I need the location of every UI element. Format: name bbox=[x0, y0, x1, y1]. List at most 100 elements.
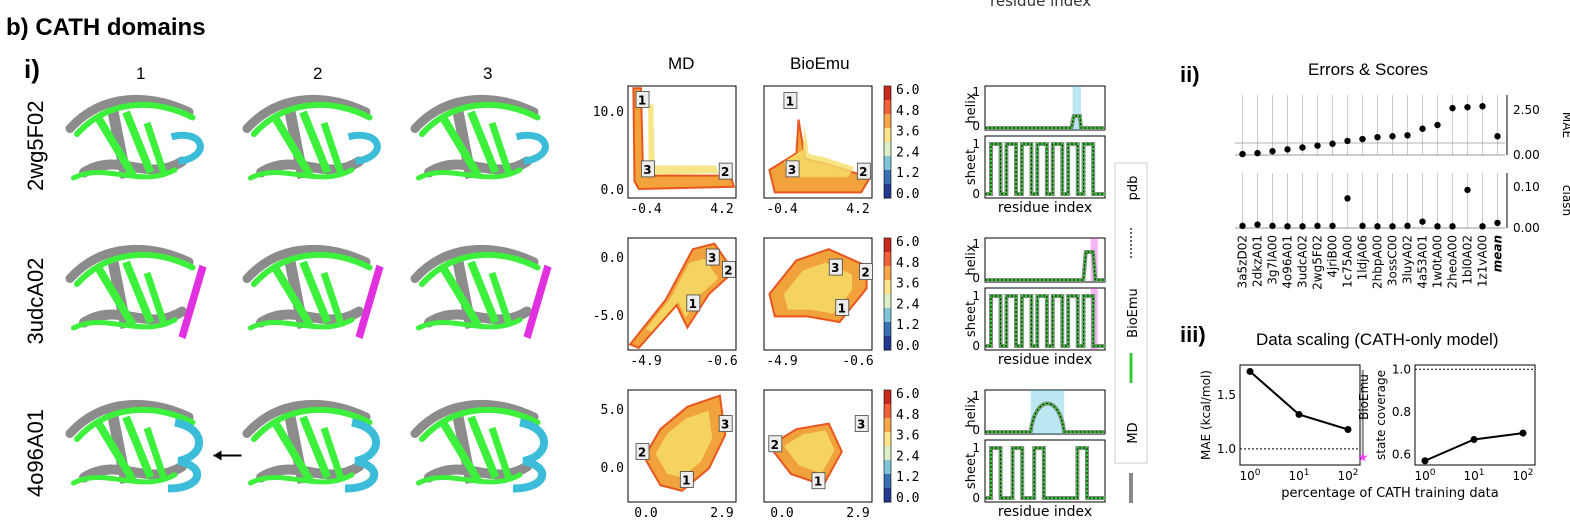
fes-md-row3: 2 3 1 0.0 2.9 bbox=[627, 389, 737, 521]
helix-ylabel: helix bbox=[964, 244, 979, 275]
state-label-3: 3 bbox=[788, 163, 796, 177]
scaling-ylabel: MAE (kcal/mol) bbox=[1199, 370, 1213, 460]
colorbar-band bbox=[884, 322, 891, 337]
green-ribbon bbox=[251, 251, 373, 287]
scaling-xtick: 100 bbox=[1239, 468, 1260, 483]
colorbar-band bbox=[884, 238, 891, 253]
fes-xtick: 4.2 bbox=[846, 202, 869, 217]
green-strand bbox=[299, 110, 332, 175]
green-ribbon bbox=[416, 472, 523, 486]
gray-ribbon bbox=[424, 156, 532, 178]
structure-grid bbox=[65, 94, 552, 493]
xtick-exp: 2 bbox=[1353, 468, 1359, 478]
point-3ossC00 bbox=[1389, 133, 1396, 140]
errors-ytick: 0.00 bbox=[1513, 221, 1540, 235]
errors-xtick-1c75A00: 1c75A00 bbox=[1341, 235, 1355, 288]
struct-col-3: 3 bbox=[483, 64, 493, 83]
green-ribbon bbox=[74, 406, 196, 442]
top-cut-label: residue index bbox=[990, 0, 1092, 10]
state-label-1: 1 bbox=[838, 301, 846, 315]
colorbar-tick: 3.6 bbox=[896, 277, 919, 292]
sheet-ylabel: sheet bbox=[964, 301, 979, 337]
colorbar-band bbox=[884, 252, 891, 267]
helix-highlight bbox=[1072, 86, 1081, 130]
green-ribbon bbox=[248, 317, 355, 331]
fes-bioemu-row3: 2 3 1 0.0 2.9 bbox=[763, 389, 873, 521]
point-3luyA02 bbox=[1404, 132, 1411, 139]
sheet-ytick: 1 bbox=[972, 289, 980, 303]
green-strand bbox=[94, 420, 137, 483]
green-strand bbox=[299, 260, 332, 325]
colorbar-tick: 1.2 bbox=[896, 470, 919, 485]
colorbar-band bbox=[884, 432, 891, 447]
colorbar-band bbox=[884, 336, 891, 351]
errors-xtick-3g7lA00: 3g7lA00 bbox=[1266, 235, 1280, 285]
point-1w0tA00 bbox=[1434, 121, 1441, 129]
errors-xtick-2heoA00: 2heoA00 bbox=[1446, 235, 1460, 288]
colorbar-tick: 0.0 bbox=[896, 187, 919, 202]
structure-r3-c3 bbox=[410, 399, 549, 493]
sheet-ytick: 1 bbox=[972, 137, 980, 151]
fes-xtick: 4.2 bbox=[710, 202, 733, 217]
state-label-box bbox=[635, 443, 650, 461]
sheet-ytick: 1 bbox=[972, 441, 980, 455]
green-strand bbox=[94, 265, 137, 328]
state-label-1: 1 bbox=[786, 95, 794, 109]
sub-label-i: i) bbox=[24, 54, 40, 84]
colorbar-tick: 0.0 bbox=[896, 491, 919, 506]
state-label-3: 3 bbox=[643, 163, 651, 177]
state-label-box bbox=[828, 258, 843, 276]
accent-loop bbox=[347, 131, 381, 165]
frame bbox=[1414, 364, 1536, 466]
green-strand bbox=[488, 271, 513, 327]
green-strand bbox=[467, 415, 500, 480]
errors-ytick: 0.10 bbox=[1513, 180, 1540, 194]
fes-xtick: -0.6 bbox=[842, 354, 873, 369]
state-label-3: 3 bbox=[721, 418, 729, 432]
point-1w0tA00 bbox=[1434, 223, 1441, 230]
point-2hbpA00 bbox=[1374, 133, 1381, 141]
green-strand bbox=[94, 115, 137, 178]
fes-bioemu-row2: 3 2 1 -4.9 -0.6 bbox=[763, 237, 874, 369]
green-ribbon bbox=[419, 251, 541, 287]
point-1z1vA00 bbox=[1479, 103, 1486, 110]
green-ribbon bbox=[74, 101, 196, 137]
green-strand bbox=[320, 271, 345, 327]
point-1c75A00 bbox=[1344, 137, 1351, 145]
fes-region-inner bbox=[645, 258, 719, 332]
state-label-box bbox=[783, 92, 798, 109]
colorbar-band bbox=[884, 308, 891, 323]
scaling-ytick: 1.0 bbox=[1217, 442, 1236, 456]
state-label-2: 2 bbox=[721, 165, 729, 179]
point-3udcA02 bbox=[1299, 223, 1306, 230]
gray-ribbon bbox=[256, 306, 364, 328]
fes-xtick: -0.4 bbox=[766, 202, 797, 217]
helix-ytick: 0 bbox=[972, 423, 980, 437]
sub-label-iii: iii) bbox=[1180, 322, 1206, 347]
errors-ytick: 0.00 bbox=[1513, 148, 1540, 162]
colorbar-band bbox=[884, 142, 891, 157]
state-label-box bbox=[859, 263, 873, 281]
fes-xtick: 0.0 bbox=[770, 506, 793, 521]
colorbar-band bbox=[884, 114, 891, 129]
state-label-box bbox=[768, 435, 783, 453]
green-ribbon bbox=[71, 472, 178, 486]
fes-ytick: 10.0 bbox=[593, 105, 624, 120]
helix-ytick: 0 bbox=[972, 271, 980, 285]
fes-colorbar-row3: 6.0 4.8 3.6 2.4 1.2 0.0 bbox=[883, 387, 920, 506]
green-strand bbox=[271, 115, 314, 178]
green-strand bbox=[439, 265, 482, 328]
green-strand bbox=[122, 110, 155, 175]
row-label-1: 2wg5F02 bbox=[23, 100, 48, 191]
state-label-box bbox=[641, 160, 655, 178]
colorbar-band bbox=[884, 184, 891, 199]
green-ribbon bbox=[419, 406, 541, 442]
state-label-1: 1 bbox=[814, 475, 822, 489]
fes-bioemu-row1: 1 3 2 -0.4 4.2 bbox=[763, 85, 873, 217]
accent-loop bbox=[170, 131, 204, 165]
point-2wg5F02 bbox=[1314, 222, 1321, 230]
row-label-3: 4o96A01 bbox=[23, 408, 48, 498]
